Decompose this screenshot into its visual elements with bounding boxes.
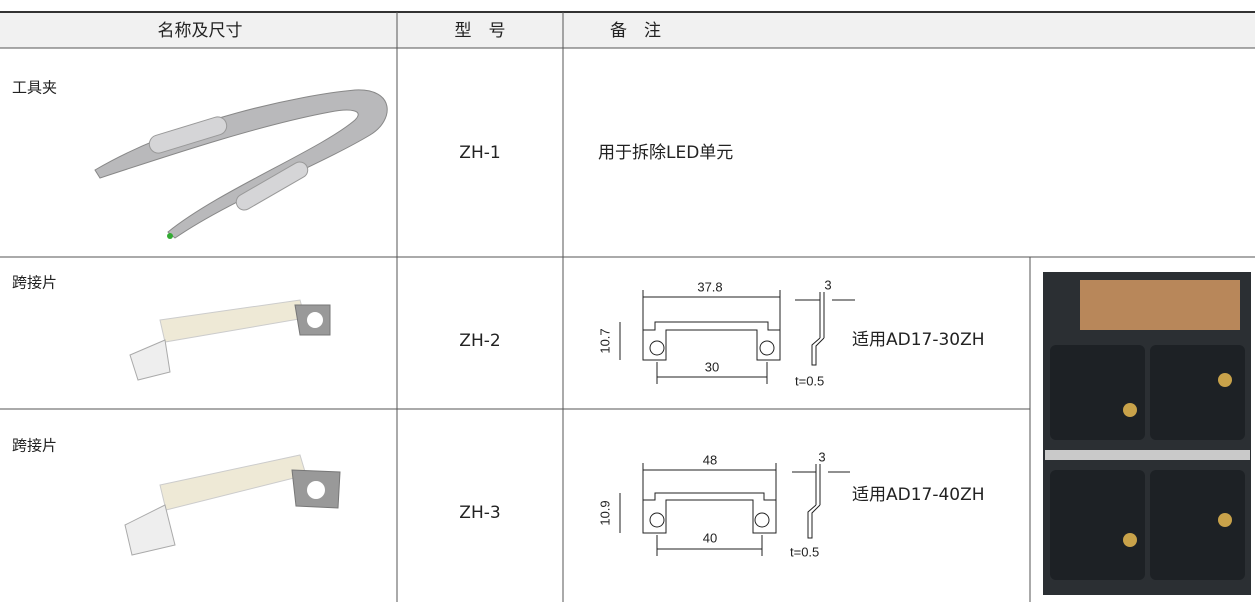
- dimension-label: t=0.5: [795, 373, 824, 388]
- header: 备 注: [610, 21, 661, 41]
- dimension-label: 3: [824, 277, 831, 292]
- note: 适用AD17-30ZH: [852, 330, 985, 350]
- dimension-drawing: [619, 463, 850, 556]
- dimension-drawing: [619, 290, 855, 384]
- model: ZH-1: [459, 143, 500, 163]
- header-bg: [0, 12, 1255, 48]
- header: 型 号: [455, 21, 506, 41]
- model: ZH-2: [459, 331, 500, 351]
- tool-clip-image: [94, 89, 388, 239]
- item-name: 跨接片: [12, 437, 57, 455]
- dimension-label: 3: [818, 449, 825, 464]
- note: 用于拆除LED单元: [598, 143, 733, 163]
- jumper-image: [124, 454, 341, 556]
- dimension-label: 30: [705, 359, 719, 374]
- product-photo: [1043, 272, 1251, 595]
- dimension-label: 10.7: [597, 328, 612, 353]
- dimension-label: 48: [703, 452, 717, 467]
- dimension-label: t=0.5: [790, 544, 819, 559]
- note: 适用AD17-40ZH: [852, 485, 985, 505]
- model: ZH-3: [459, 503, 500, 523]
- dimension-label: 37.8: [697, 279, 722, 294]
- dimension-label: 10.9: [597, 500, 612, 525]
- item-name: 工具夹: [12, 79, 57, 97]
- item-name: 跨接片: [12, 274, 57, 292]
- dimension-label: 40: [703, 530, 717, 545]
- jumper-image: [129, 299, 331, 381]
- header: 名称及尺寸: [158, 21, 243, 41]
